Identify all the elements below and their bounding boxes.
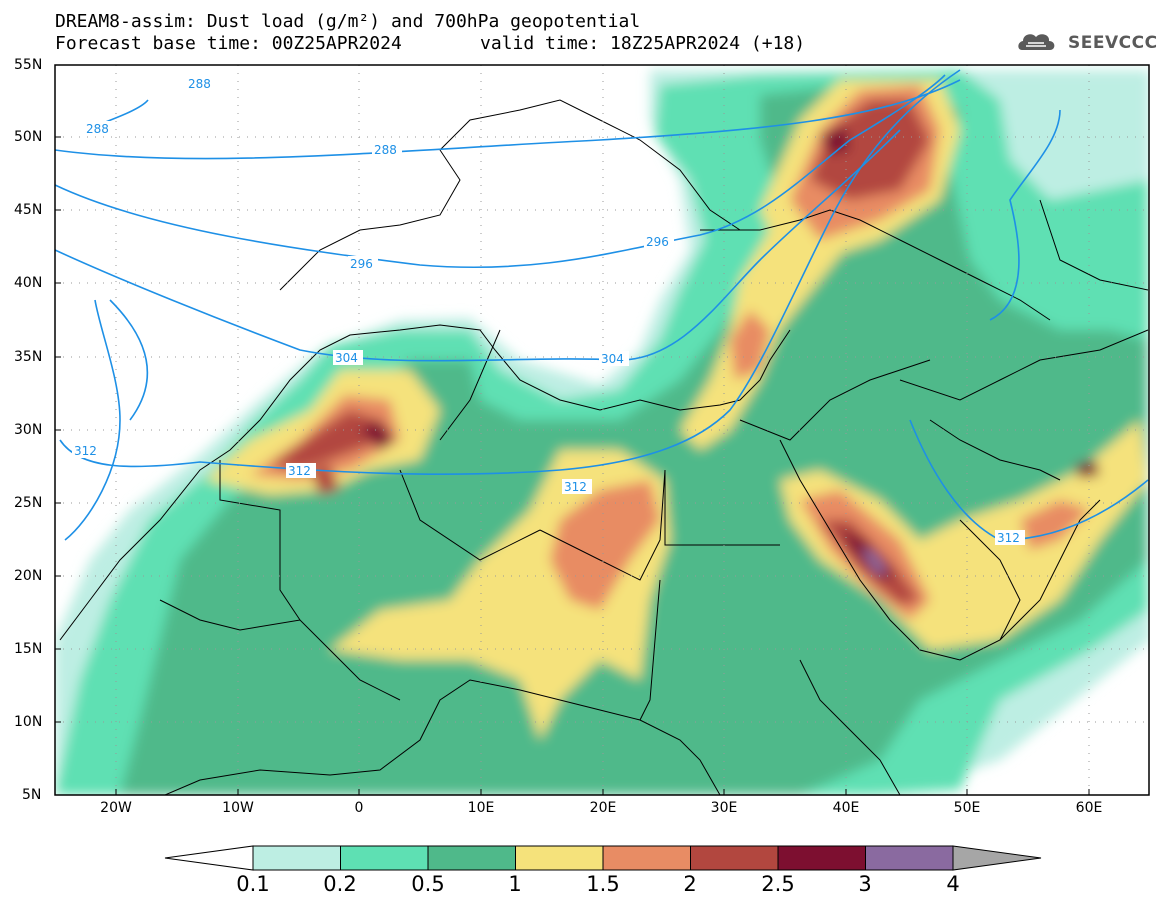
contour-label: 304 bbox=[601, 352, 624, 366]
colorbar-swatch bbox=[602, 845, 691, 871]
dust-level-2-5 bbox=[360, 420, 395, 450]
lat-label: 10N bbox=[14, 714, 43, 730]
colorbar-label: 2 bbox=[683, 872, 697, 896]
colorbar-swatch bbox=[252, 845, 341, 871]
lat-label: 20N bbox=[14, 568, 43, 584]
colorbar-swatch bbox=[427, 845, 516, 871]
lon-label: 10W bbox=[222, 800, 254, 816]
logo-text: SEEVCCC bbox=[1068, 33, 1158, 53]
colorbar-label: 0.2 bbox=[323, 872, 357, 896]
colorbar-label: 2.5 bbox=[761, 872, 795, 896]
lat-label: 50N bbox=[14, 129, 43, 145]
contour-label: 312 bbox=[74, 444, 97, 458]
colorbar-label: 1 bbox=[508, 872, 522, 896]
contour-labels: 288 288 288 296 296 304 304 312 312 312 … bbox=[72, 76, 1025, 545]
lat-label: 40N bbox=[14, 275, 43, 291]
contour-label: 288 bbox=[86, 122, 109, 136]
colorbar-label: 0.5 bbox=[411, 872, 445, 896]
lon-label: 0 bbox=[354, 800, 364, 816]
colorbar-swatch bbox=[340, 845, 429, 871]
colorbar-under-arrow bbox=[164, 845, 254, 871]
contour-label: 288 bbox=[188, 77, 211, 91]
lon-label: 20E bbox=[589, 800, 617, 816]
contour-label: 296 bbox=[350, 257, 373, 271]
chart-title: DREAM8-assim: Dust load (g/m²) and 700hP… bbox=[55, 11, 641, 32]
lat-label: 30N bbox=[14, 422, 43, 438]
colorbar-swatch bbox=[777, 845, 866, 871]
lat-label: 45N bbox=[14, 202, 43, 218]
lat-label: 55N bbox=[14, 57, 43, 73]
lon-label: 40E bbox=[832, 800, 860, 816]
country-borders bbox=[59, 99, 1149, 795]
cloud-logo-icon bbox=[1018, 34, 1055, 50]
base-time: Forecast base time: 00Z25APR2024 bbox=[55, 33, 402, 54]
colorbar-label: 3 bbox=[858, 872, 872, 896]
lat-label: 35N bbox=[14, 349, 43, 365]
lon-label: 30E bbox=[710, 800, 738, 816]
dust-field bbox=[55, 65, 1149, 795]
colorbar bbox=[164, 845, 1042, 871]
colorbar-swatch bbox=[690, 845, 779, 871]
dust-level-2 bbox=[270, 410, 380, 470]
colorbar-label: 0.1 bbox=[236, 872, 270, 896]
colorbar-over-arrow bbox=[952, 845, 1042, 871]
colorbar-swatch bbox=[515, 845, 604, 871]
contour-label: 312 bbox=[997, 531, 1020, 545]
lon-label: 20W bbox=[100, 800, 132, 816]
valid-time: valid time: 18Z25APR2024 (+18) bbox=[480, 33, 806, 54]
contour-label: 304 bbox=[335, 351, 358, 365]
lon-label: 10E bbox=[467, 800, 495, 816]
colorbar-swatch bbox=[865, 845, 954, 871]
contour-label: 296 bbox=[646, 235, 669, 249]
lon-label: 50E bbox=[953, 800, 981, 816]
dust-level-3 bbox=[860, 548, 888, 574]
lat-label: 5N bbox=[22, 787, 42, 803]
contour-label: 312 bbox=[564, 480, 587, 494]
lon-label: 60E bbox=[1075, 800, 1103, 816]
lat-label: 25N bbox=[14, 495, 43, 511]
contour-label: 312 bbox=[288, 464, 311, 478]
contour-label: 288 bbox=[374, 143, 397, 157]
colorbar-label: 4 bbox=[946, 872, 960, 896]
colorbar-label: 1.5 bbox=[586, 872, 620, 896]
geopotential-contours bbox=[55, 69, 1149, 541]
lat-label: 15N bbox=[14, 641, 43, 657]
